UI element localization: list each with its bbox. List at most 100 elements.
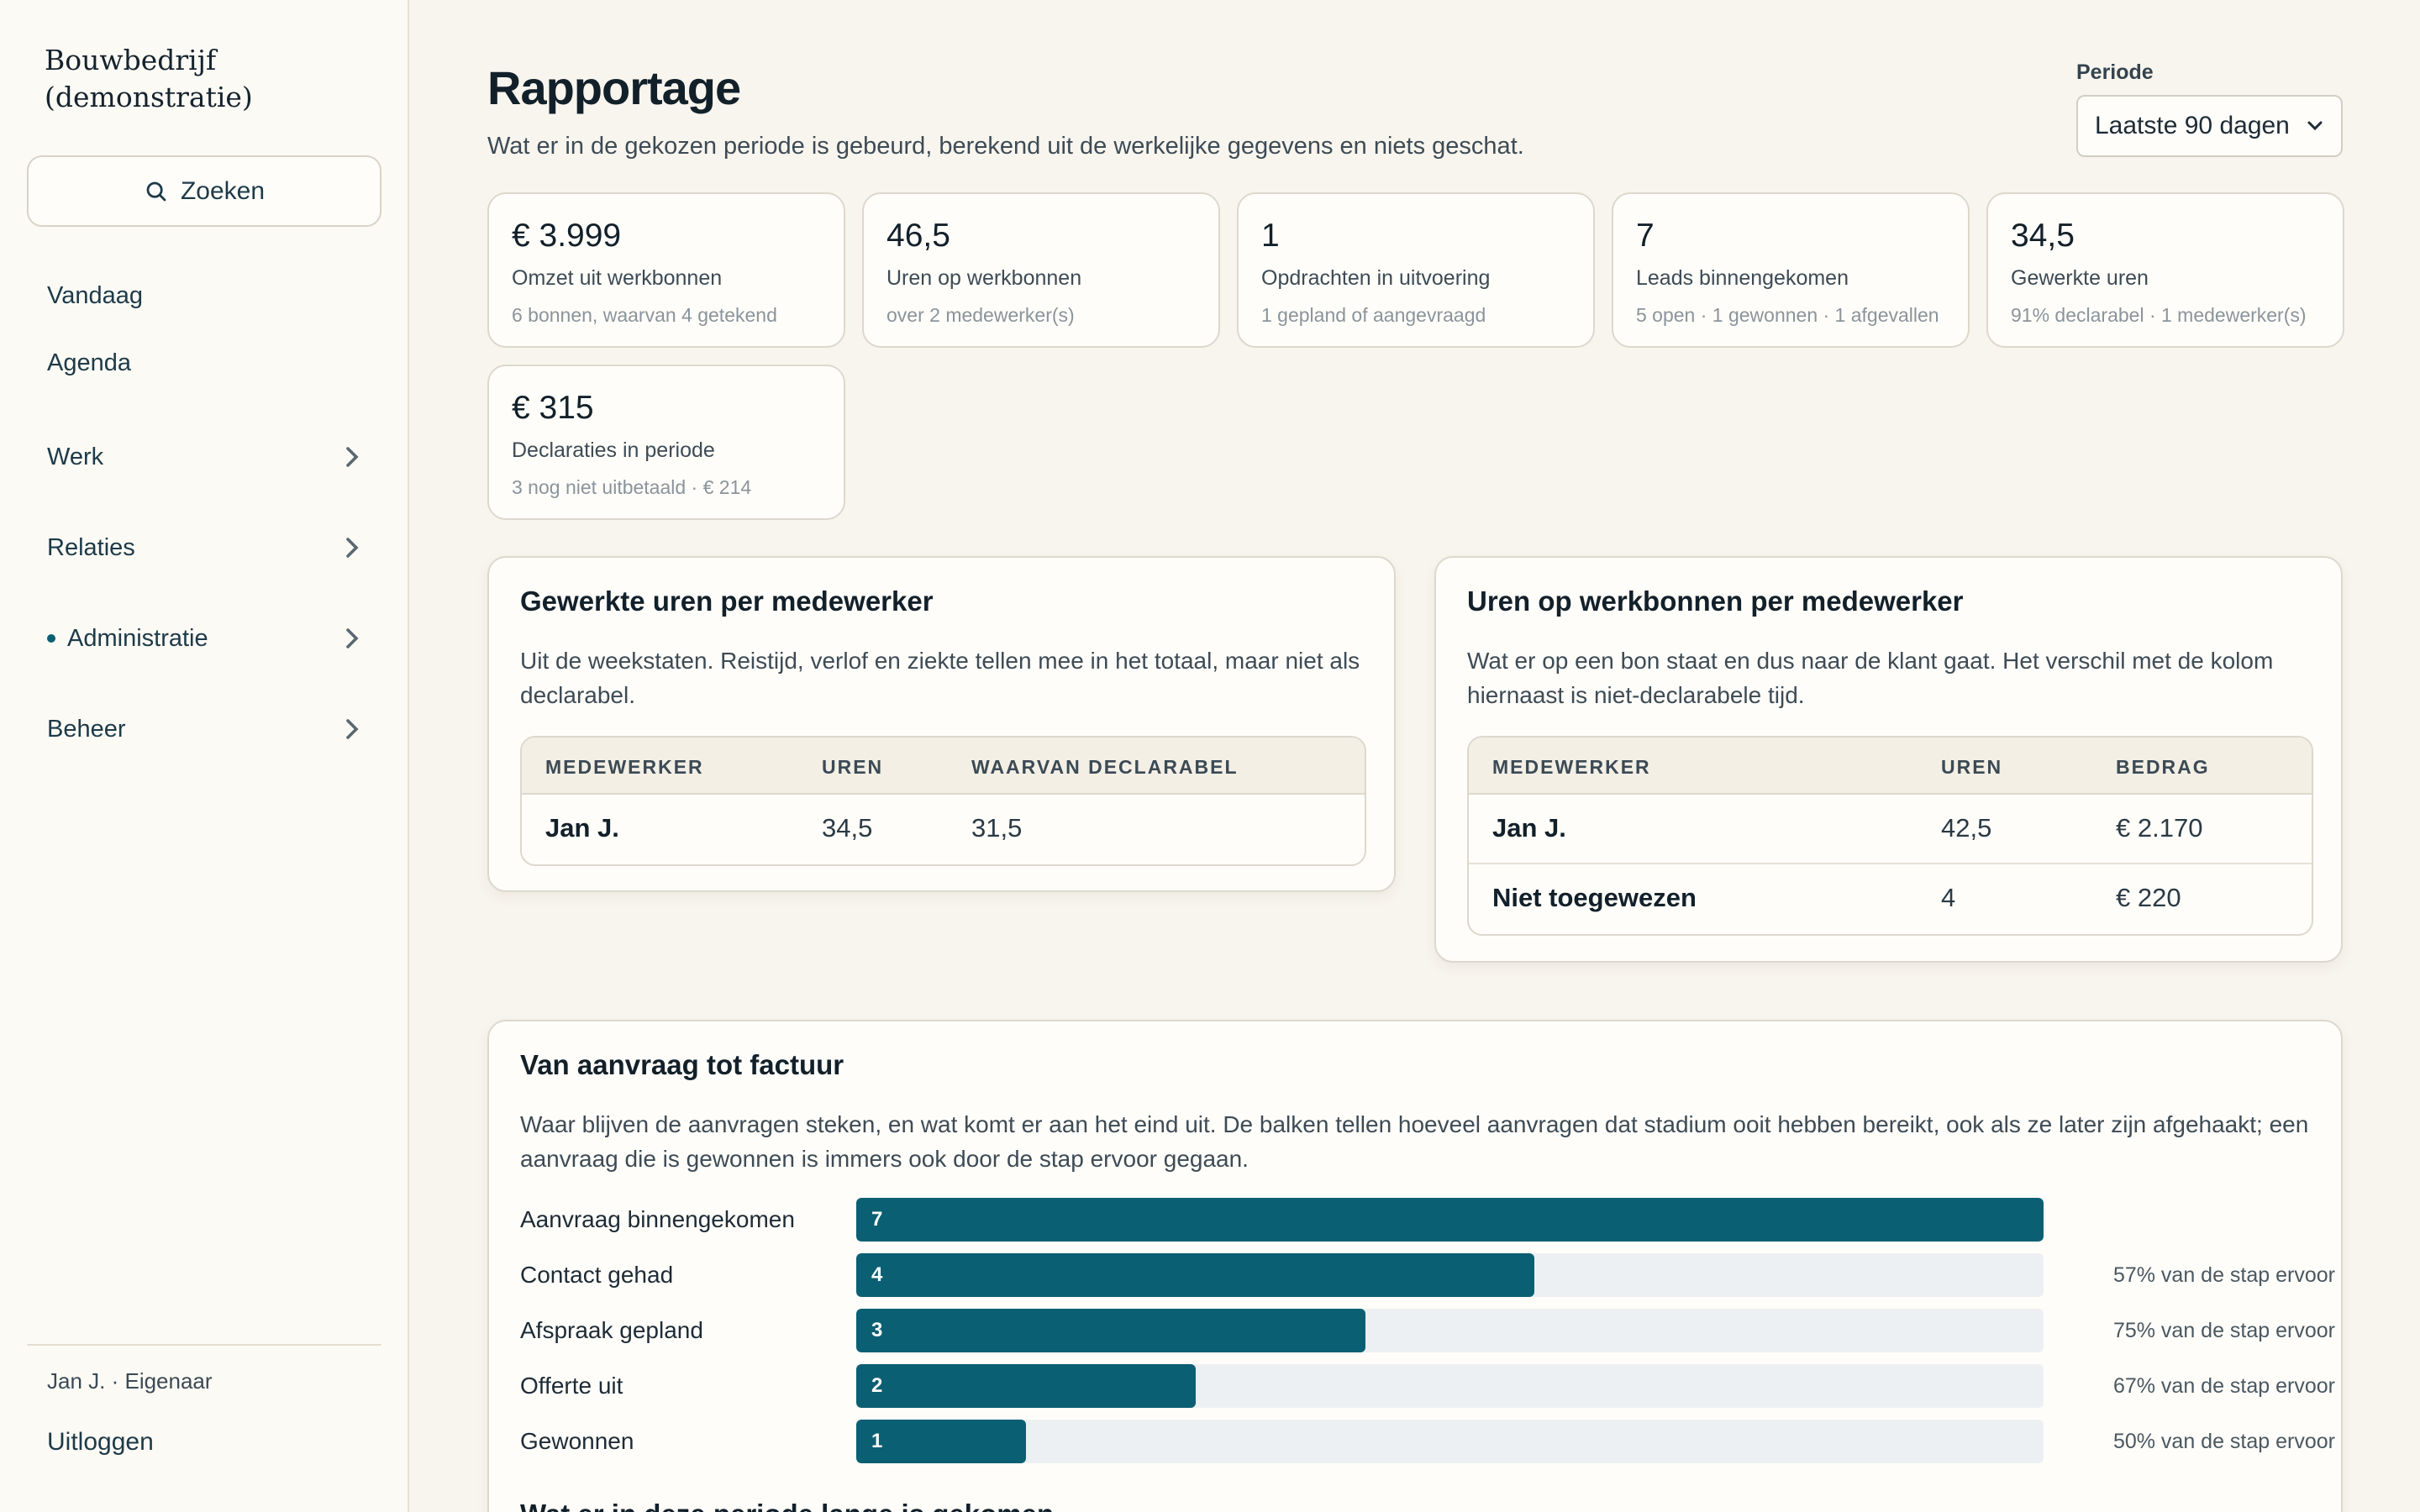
current-user: Jan J. · Eigenaar [47, 1368, 213, 1394]
description-line: aanvraag die is gewonnen is immers ook d… [520, 1146, 1249, 1172]
chevron-right-icon [346, 447, 359, 467]
stat-card-revenue: € 3.999 Omzet uit werkbonnen 6 bonnen, w… [487, 192, 845, 348]
sidebar-item-agenda[interactable]: Agenda [47, 339, 366, 386]
funnel-bar-fill: 1 [856, 1420, 1026, 1463]
stat-label: Leads binnengekomen [1636, 266, 1849, 290]
stat-value: 34,5 [2011, 218, 2075, 254]
description-line: hiernaast is niet-declarabele tijd. [1467, 682, 1805, 708]
sidebar-item-label: Beheer [47, 715, 126, 743]
sidebar-item-relaties[interactable]: Relaties [47, 524, 366, 571]
funnel-row-offerte: Offerte uit 2 67% van de stap ervoor [520, 1364, 2335, 1408]
table-row: Jan J. 34,5 31,5 [522, 795, 1365, 864]
brand-line-2: (demonstratie) [45, 81, 253, 113]
brand-name[interactable]: Bouwbedrijf (demonstratie) [45, 42, 364, 116]
description-line: Waar blijven de aanvragen steken, en wat… [520, 1111, 2309, 1137]
funnel-bar-count: 4 [871, 1263, 883, 1286]
stat-card-workorder-hours: 46,5 Uren op werkbonnen over 2 medewerke… [862, 192, 1220, 348]
stat-card-jobs-in-progress: 1 Opdrachten in uitvoering 1 gepland of … [1237, 192, 1595, 348]
stat-sub: 1 gepland of aangevraagd [1261, 304, 1486, 326]
funnel-stage-label: Aanvraag binnengekomen [520, 1206, 795, 1232]
sidebar-divider [27, 1344, 381, 1346]
funnel-bar-count: 1 [871, 1430, 883, 1452]
stat-value: € 315 [512, 390, 594, 426]
table-header: MEDEWERKER UREN BEDRAG [1469, 738, 2312, 795]
stat-sub: over 2 medewerker(s) [886, 304, 1075, 326]
funnel-panel: Van aanvraag tot factuur Waar blijven de… [487, 1020, 2343, 1512]
funnel-row-contact: Contact gehad 4 57% van de stap ervoor [520, 1253, 2335, 1297]
search-button[interactable]: Zoeken [27, 155, 381, 227]
column-header: UREN [822, 756, 884, 778]
hours-value: 42,5 [1941, 813, 1992, 843]
page-title: Rapportage [487, 61, 741, 114]
active-dot-icon [47, 634, 55, 643]
period-value: Laatste 90 dagen [2095, 112, 2290, 139]
sidebar: Bouwbedrijf (demonstratie) Zoeken Vandaa… [0, 0, 409, 1512]
logout-link[interactable]: Uitloggen [47, 1428, 154, 1456]
sidebar-item-beheer[interactable]: Beheer [47, 706, 366, 753]
sidebar-item-label: Werk [47, 443, 104, 470]
funnel-stage-conversion: 57% van de stap ervoor [2112, 1263, 2335, 1287]
funnel-bar-count: 3 [871, 1319, 883, 1341]
chevron-right-icon [346, 719, 359, 739]
employee-name: Jan J. [1492, 813, 1566, 843]
funnel-bar-fill: 4 [856, 1253, 1535, 1297]
funnel-row-gewonnen: Gewonnen 1 50% van de stap ervoor [520, 1420, 2335, 1463]
sidebar-item-vandaag[interactable]: Vandaag [47, 272, 366, 319]
funnel-stage-conversion: 67% van de stap ervoor [2112, 1374, 2335, 1398]
employee-name: Jan J. [545, 813, 619, 843]
stat-card-leads: 7 Leads binnengekomen 5 open · 1 gewonne… [1612, 192, 1970, 348]
search-icon [146, 181, 166, 201]
chevron-right-icon [346, 538, 359, 558]
sidebar-item-werk[interactable]: Werk [47, 433, 366, 480]
funnel-bar-track: 4 [856, 1253, 2044, 1297]
column-header: MEDEWERKER [545, 756, 704, 778]
funnel-bar-track: 3 [856, 1309, 2044, 1352]
funnel-bar-fill: 2 [856, 1364, 1196, 1408]
period-label: Periode [2076, 60, 2154, 84]
period-select[interactable]: Laatste 90 dagen [2076, 95, 2343, 157]
stat-value: 46,5 [886, 218, 950, 254]
hours-table: MEDEWERKER UREN WAARVAN DECLARABEL Jan J… [520, 736, 1366, 866]
sidebar-item-administratie[interactable]: Administratie [47, 615, 366, 662]
funnel-stage-conversion: 50% van de stap ervoor [2112, 1430, 2335, 1453]
sidebar-item-label: Agenda [47, 349, 131, 376]
table-header: MEDEWERKER UREN WAARVAN DECLARABEL [522, 738, 1365, 795]
sidebar-item-label: Relaties [47, 533, 135, 561]
description-line: Uit de weekstaten. Reistijd, verlof en z… [520, 648, 1360, 674]
stat-value: 1 [1261, 218, 1280, 254]
column-header: UREN [1941, 756, 2003, 778]
stat-sub: 91% declarabel · 1 medewerker(s) [2011, 304, 2307, 326]
stat-label: Declaraties in periode [512, 438, 715, 462]
panel-title: Gewerkte uren per medewerker [520, 585, 934, 617]
funnel-stage-label: Contact gehad [520, 1262, 674, 1288]
stat-sub: 5 open · 1 gewonnen · 1 afgevallen [1636, 304, 1939, 326]
hours-value: 4 [1941, 883, 1956, 912]
section-heading: Wat er in deze periode lange is gekomen [520, 1499, 1054, 1512]
funnel-stage-label: Gewonnen [520, 1428, 634, 1454]
hours-value: 34,5 [822, 813, 873, 843]
funnel-bar-fill: 7 [856, 1198, 2044, 1242]
stat-label: Opdrachten in uitvoering [1261, 266, 1491, 290]
column-header: WAARVAN DECLARABEL [971, 756, 1239, 778]
panel-title: Uren op werkbonnen per medewerker [1467, 585, 1964, 617]
sidebar-item-label: Administratie [67, 624, 208, 652]
workorder-table: MEDEWERKER UREN BEDRAG Jan J. 42,5 € 2.1… [1467, 736, 2313, 936]
stat-value: 7 [1636, 218, 1655, 254]
funnel-stage-label: Afspraak gepland [520, 1317, 703, 1343]
stat-label: Gewerkte uren [2011, 266, 2149, 290]
stat-sub: 3 nog niet uitbetaald · € 214 [512, 476, 752, 498]
billable-value: 31,5 [971, 813, 1023, 843]
search-label: Zoeken [180, 176, 266, 205]
column-header: BEDRAG [2116, 756, 2210, 778]
funnel-bar-count: 7 [871, 1208, 883, 1231]
brand-line-1: Bouwbedrijf [45, 44, 217, 76]
funnel-row-afspraak: Afspraak gepland 3 75% van de stap ervoor [520, 1309, 2335, 1352]
stat-value: € 3.999 [512, 218, 622, 254]
stat-label: Uren op werkbonnen [886, 266, 1082, 290]
stat-card-expenses: € 315 Declaraties in periode 3 nog niet … [487, 365, 845, 520]
funnel-stage-conversion: 75% van de stap ervoor [2112, 1319, 2335, 1342]
chevron-right-icon [346, 628, 359, 648]
panel-description: Waar blijven de aanvragen steken, en wat… [520, 1107, 2308, 1176]
table-row: Niet toegewezen 4 € 220 [1469, 864, 2312, 934]
funnel-bar-fill: 3 [856, 1309, 1365, 1352]
